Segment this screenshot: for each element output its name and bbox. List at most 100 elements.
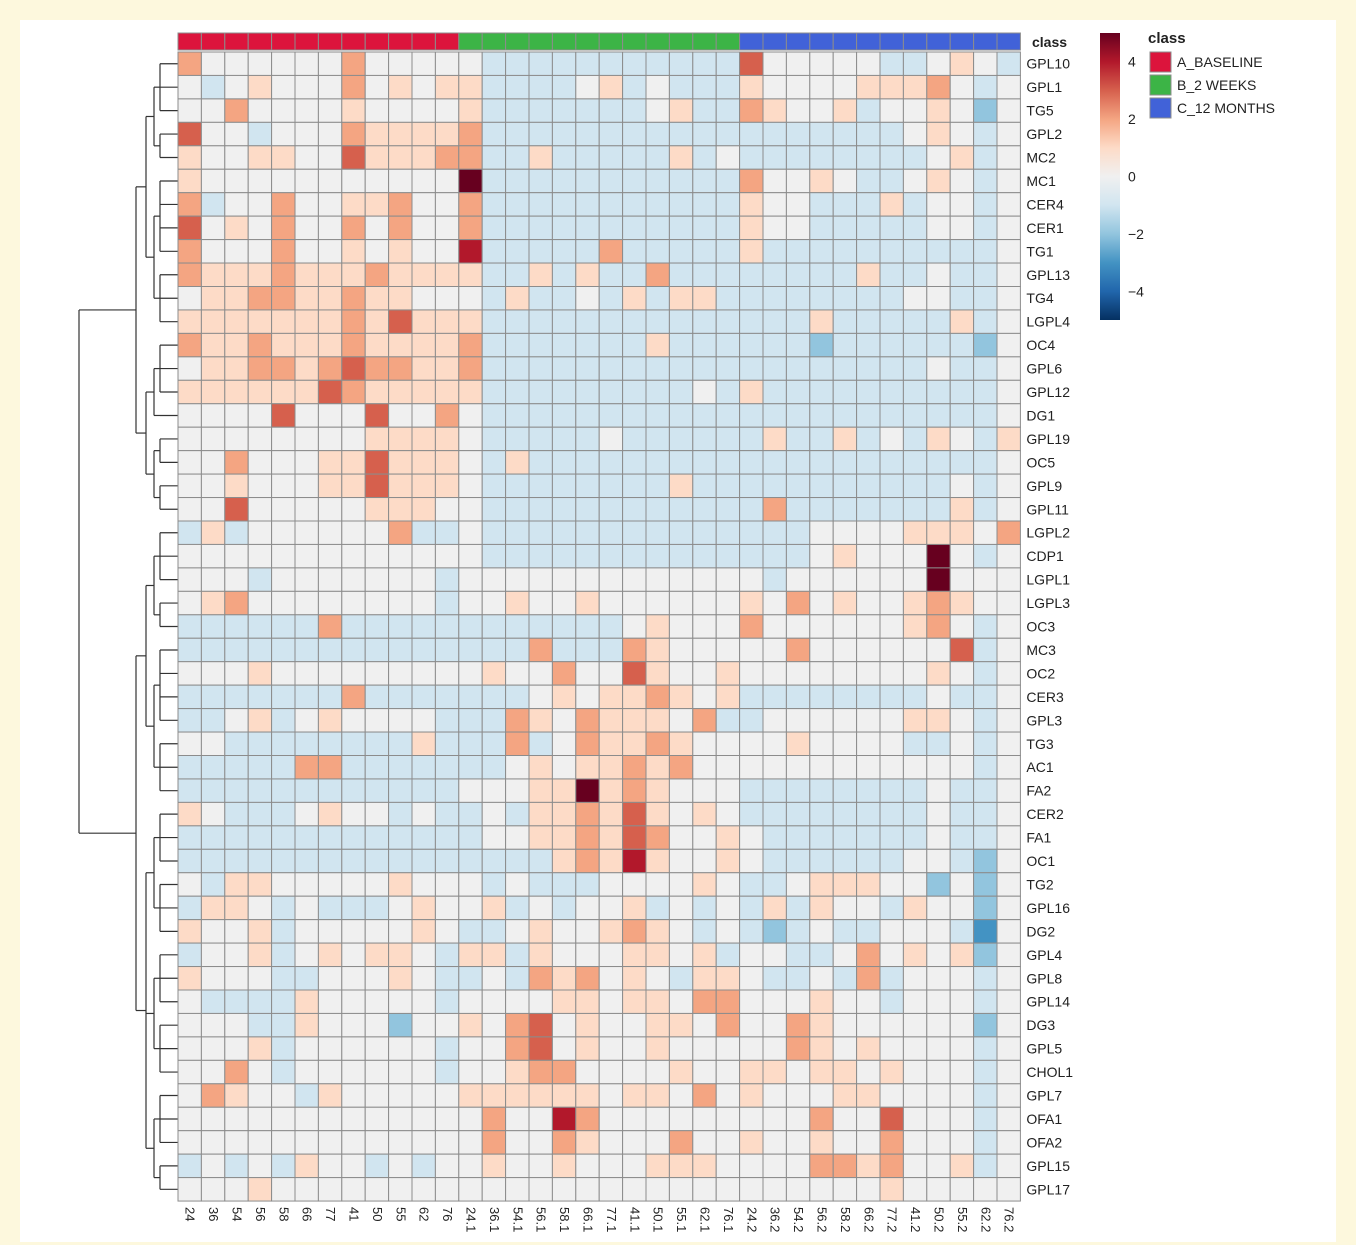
heatmap-cell — [317, 403, 343, 428]
heatmap-cell — [294, 379, 319, 405]
heatmap-cell — [996, 1036, 1021, 1061]
heatmap-cell — [739, 966, 764, 991]
heatmap-cell — [200, 1130, 226, 1155]
heatmap-cell — [809, 848, 834, 874]
heatmap-cell — [528, 1059, 553, 1085]
heatmap-cell — [388, 684, 413, 710]
heatmap-cell — [411, 731, 436, 756]
heatmap-cell — [785, 309, 811, 334]
heatmap-cell — [926, 989, 951, 1014]
row-label: MC2 — [1026, 150, 1056, 166]
heatmap-cell — [200, 1153, 226, 1179]
heatmap-cell — [809, 614, 834, 639]
heatmap-cell — [856, 590, 881, 616]
heatmap-cell — [879, 1012, 904, 1038]
heatmap-cell — [715, 145, 741, 170]
heatmap-cell — [505, 590, 530, 616]
heatmap-cell — [668, 215, 694, 241]
heatmap-cell — [645, 262, 670, 288]
heatmap-cell — [598, 332, 624, 358]
heatmap-cell — [575, 1083, 600, 1108]
heatmap-cell — [973, 590, 998, 616]
heatmap-cell — [926, 1012, 951, 1038]
heatmap-cell — [575, 872, 600, 897]
heatmap-cell — [715, 262, 741, 288]
heatmap-cell — [434, 473, 460, 499]
heatmap-cell — [973, 215, 998, 241]
row-label: GPL12 — [1026, 384, 1070, 400]
heatmap-cell — [785, 1177, 811, 1202]
row-label: OFA1 — [1026, 1111, 1062, 1127]
heatmap-cell — [411, 543, 436, 569]
heatmap-cell — [458, 403, 483, 428]
heatmap-cell — [645, 51, 670, 76]
heatmap-cell — [809, 192, 834, 217]
heatmap-cell — [668, 121, 694, 147]
heatmap-cell — [598, 895, 624, 921]
column-label: 24.2 — [744, 1207, 759, 1232]
heatmap-cell — [247, 520, 273, 545]
heatmap-cell — [505, 356, 530, 381]
heatmap-cell — [785, 286, 811, 311]
heatmap-cell — [926, 1153, 951, 1179]
heatmap-cell — [996, 1153, 1021, 1179]
heatmap-cell — [388, 192, 413, 217]
heatmap-cell — [598, 98, 624, 123]
heatmap-cell — [575, 731, 600, 756]
heatmap-cell — [902, 801, 928, 827]
heatmap-cell — [668, 450, 694, 475]
row-label: MC1 — [1026, 173, 1056, 189]
heatmap-cell — [949, 379, 975, 405]
heatmap-cell — [949, 121, 975, 147]
heatmap-cell — [926, 1106, 951, 1132]
heatmap-cell — [341, 590, 366, 616]
heatmap-cell — [247, 262, 273, 288]
heatmap-cell — [832, 567, 858, 592]
heatmap-cell — [715, 520, 741, 545]
heatmap-cell — [200, 168, 226, 194]
heatmap-cell — [785, 473, 811, 499]
heatmap-cell — [551, 215, 577, 241]
heatmap-cell — [645, 942, 670, 968]
row-label: GPL16 — [1026, 900, 1070, 916]
heatmap-cell — [177, 121, 202, 147]
heatmap-cell — [809, 286, 834, 311]
heatmap-cell — [458, 684, 483, 710]
heatmap-cell — [388, 614, 413, 639]
heatmap-cell — [879, 919, 904, 944]
heatmap-cell — [411, 590, 436, 616]
heatmap-cell — [715, 778, 741, 803]
heatmap-cell — [247, 239, 273, 264]
heatmap-cell — [434, 262, 460, 288]
heatmap-cell — [762, 966, 787, 991]
heatmap-cell — [622, 403, 647, 428]
heatmap-cell — [645, 1083, 670, 1108]
heatmap-cell — [294, 801, 319, 827]
heatmap-cell — [785, 356, 811, 381]
heatmap-cell — [271, 590, 296, 616]
heatmap-cell — [902, 919, 928, 944]
heatmap-cell — [224, 332, 249, 358]
heatmap-cell — [809, 590, 834, 616]
heatmap-cell — [200, 1177, 226, 1202]
heatmap-cell — [177, 426, 202, 452]
heatmap-cell — [832, 473, 858, 499]
heatmap-cell — [317, 215, 343, 241]
heatmap-cell — [622, 1130, 647, 1155]
heatmap-cell — [715, 895, 741, 921]
heatmap-cell — [551, 543, 577, 569]
column-label: 50.2 — [932, 1207, 947, 1232]
heatmap-cell — [575, 895, 600, 921]
heatmap-cell — [598, 684, 624, 710]
heatmap-cell — [902, 661, 928, 686]
heatmap-cell — [551, 403, 577, 428]
heatmap-cell — [505, 919, 530, 944]
heatmap-cell — [973, 1106, 998, 1132]
heatmap-cell — [481, 708, 507, 733]
row-label: GPL2 — [1026, 126, 1062, 142]
row-label: GPL13 — [1026, 267, 1070, 283]
column-label: 50.1 — [651, 1207, 666, 1232]
heatmap-cell — [692, 966, 717, 991]
heatmap-cell — [926, 426, 951, 452]
heatmap-cell — [200, 473, 226, 499]
